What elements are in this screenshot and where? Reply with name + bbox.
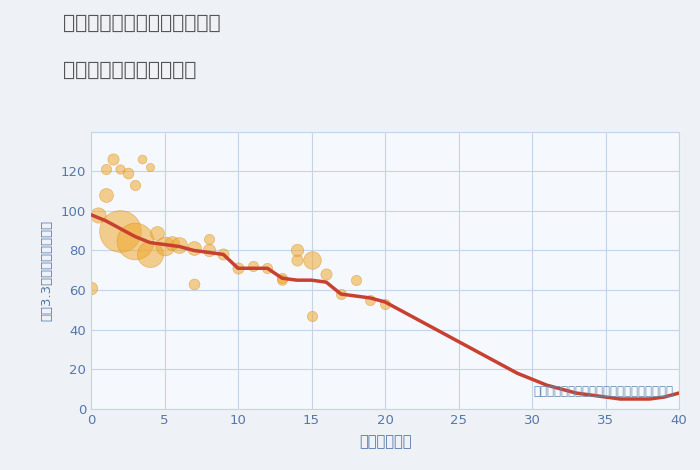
Point [276, 274, 288, 282]
Point [174, 241, 185, 248]
Point [306, 257, 317, 264]
Point [136, 156, 148, 163]
Point [167, 239, 178, 246]
Point [365, 296, 376, 304]
Point [122, 170, 133, 177]
Point [203, 247, 214, 254]
Text: 三重県桑名市陽だまりの丘の: 三重県桑名市陽だまりの丘の [63, 14, 220, 33]
Point [130, 181, 141, 189]
Point [350, 276, 361, 284]
Point [144, 251, 155, 258]
X-axis label: 築年数（年）: 築年数（年） [358, 434, 412, 449]
Point [115, 165, 126, 173]
Point [232, 265, 244, 272]
Point [379, 300, 391, 308]
Point [262, 265, 273, 272]
Text: 円の大きさは、取引のあった物件面積を示す: 円の大きさは、取引のあった物件面積を示す [533, 385, 673, 398]
Point [335, 290, 346, 298]
Point [144, 164, 155, 171]
Point [291, 257, 302, 264]
Point [218, 251, 229, 258]
Point [247, 263, 258, 270]
Point [151, 229, 162, 236]
Point [276, 276, 288, 284]
Point [108, 156, 119, 163]
Point [115, 227, 126, 235]
Y-axis label: 坪（3.3㎡）単価（万円）: 坪（3.3㎡）単価（万円） [41, 219, 54, 321]
Text: 築年数別中古戸建て価格: 築年数別中古戸建て価格 [63, 61, 197, 80]
Point [159, 243, 170, 250]
Point [306, 312, 317, 320]
Point [291, 247, 302, 254]
Point [100, 191, 111, 199]
Point [321, 270, 332, 278]
Point [130, 237, 141, 244]
Point [188, 280, 199, 288]
Point [188, 245, 199, 252]
Point [203, 235, 214, 243]
Point [92, 211, 104, 219]
Point [85, 284, 97, 292]
Point [100, 165, 111, 173]
